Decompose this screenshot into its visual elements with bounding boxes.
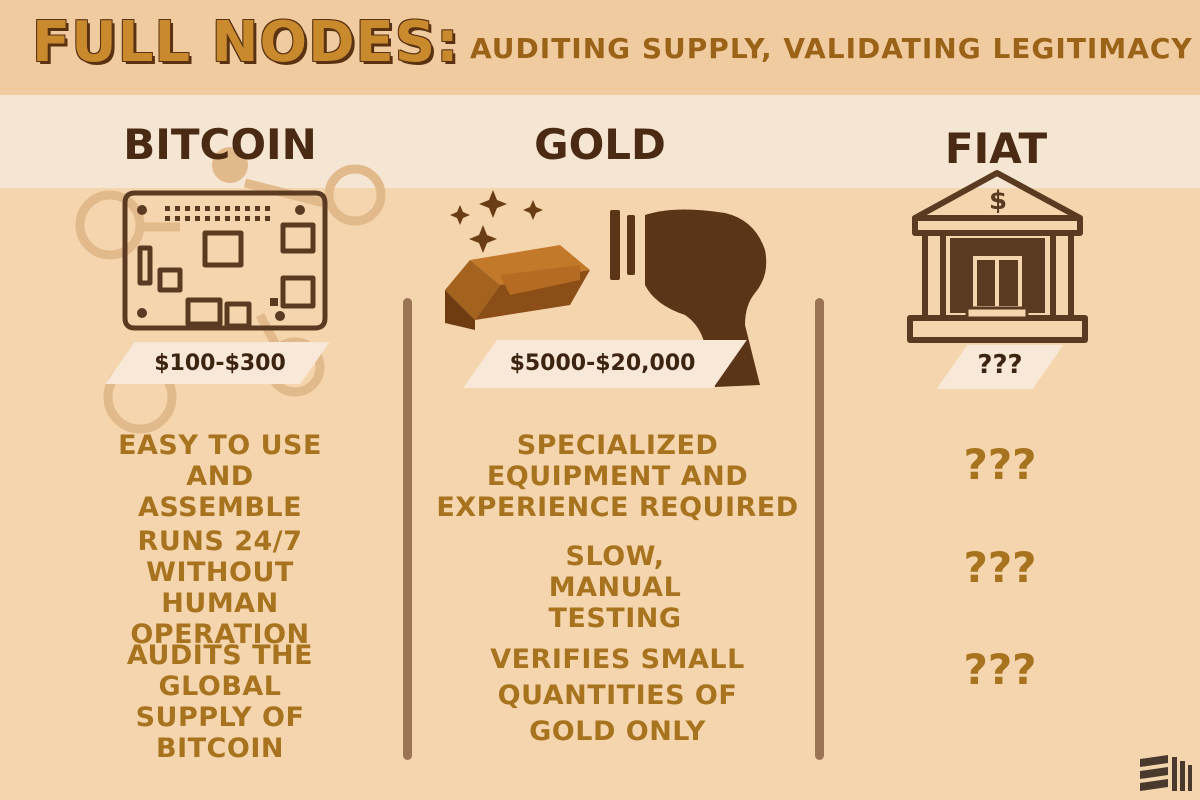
column-divider-left bbox=[403, 298, 412, 760]
column-divider-right bbox=[815, 298, 824, 760]
bitcoin-feature: EASY TO USE AND ASSEMBLE bbox=[118, 430, 322, 523]
bank-dollar-sign: $ bbox=[988, 186, 1008, 216]
fiat-feature: ??? bbox=[963, 543, 1037, 592]
brand-logo-icon bbox=[1140, 755, 1192, 791]
gold-bar-icon bbox=[445, 245, 590, 330]
page-subtitle: AUDITING SUPPLY, VALIDATING LEGITIMACY bbox=[470, 32, 1193, 65]
fiat-heading: FIAT bbox=[944, 124, 1048, 173]
bitcoin-feature: AUDITS THE GLOBAL SUPPLY OF BITCOIN bbox=[126, 640, 314, 764]
title-bar bbox=[0, 0, 1200, 95]
gold-feature: SPECIALIZED EQUIPMENT AND EXPERIENCE REQ… bbox=[436, 430, 799, 523]
bank-icon bbox=[907, 170, 1088, 343]
raspberry-pi-icon bbox=[122, 190, 328, 331]
gold-heading: GOLD bbox=[534, 120, 666, 169]
bitcoin-feature: RUNS 24/7 WITHOUT HUMAN OPERATION bbox=[130, 526, 310, 650]
page-title: FULL NODES: bbox=[32, 10, 460, 75]
gold-feature: VERIFIES SMALL QUANTITIES OF GOLD ONLY bbox=[490, 644, 745, 747]
bitcoin-heading: BITCOIN bbox=[123, 120, 317, 169]
fiat-price: ??? bbox=[977, 350, 1023, 380]
fiat-feature: ??? bbox=[963, 645, 1037, 694]
sparkle-icons bbox=[450, 190, 543, 253]
bitcoin-price: $100-$300 bbox=[154, 351, 286, 376]
gold-price: $5000-$20,000 bbox=[509, 351, 696, 376]
fiat-feature: ??? bbox=[963, 440, 1037, 489]
gold-feature: SLOW, MANUAL TESTING bbox=[548, 541, 682, 634]
